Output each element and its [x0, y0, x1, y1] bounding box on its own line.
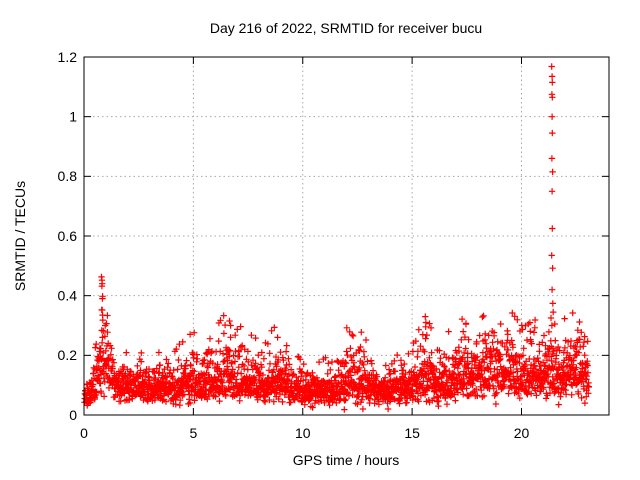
x-tick-label: 10: [295, 425, 311, 441]
y-tick-label: 0.8: [58, 168, 78, 184]
axis-ticks: [83, 56, 609, 416]
y-tick-label: 0: [69, 407, 77, 423]
x-tick-label: 5: [189, 425, 197, 441]
y-axis-label: SRMTID / TECUs: [12, 181, 28, 291]
y-tick-label: 0.2: [58, 347, 78, 363]
x-tick-label: 0: [80, 425, 88, 441]
y-tick-label: 0.6: [58, 228, 78, 244]
chart-title: Day 216 of 2022, SRMTID for receiver buc…: [210, 20, 482, 36]
x-tick-label: 15: [404, 425, 420, 441]
data-points: [81, 63, 592, 413]
y-tick-label: 1: [69, 109, 77, 125]
x-axis-label: GPS time / hours: [293, 452, 400, 468]
y-tick-label: 0.4: [58, 288, 78, 304]
x-tick-label: 20: [514, 425, 530, 441]
y-tick-label: 1.2: [58, 49, 78, 65]
tick-labels: 0 5 10 15 20 0 0.2 0.4 0.6 0.8 1 1.2: [58, 49, 530, 441]
